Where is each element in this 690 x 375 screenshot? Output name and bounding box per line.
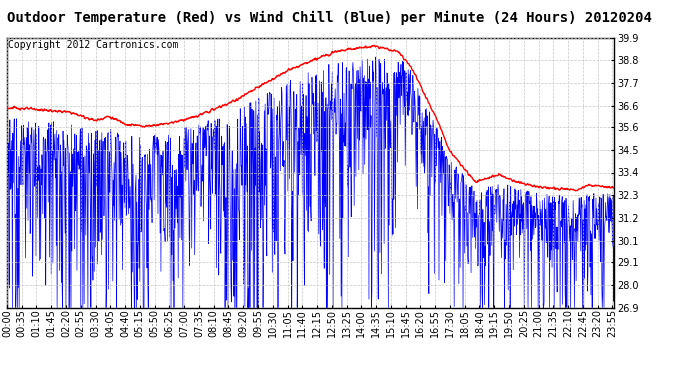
Text: Copyright 2012 Cartronics.com: Copyright 2012 Cartronics.com (8, 40, 179, 50)
Text: Outdoor Temperature (Red) vs Wind Chill (Blue) per Minute (24 Hours) 20120204: Outdoor Temperature (Red) vs Wind Chill … (7, 11, 652, 26)
